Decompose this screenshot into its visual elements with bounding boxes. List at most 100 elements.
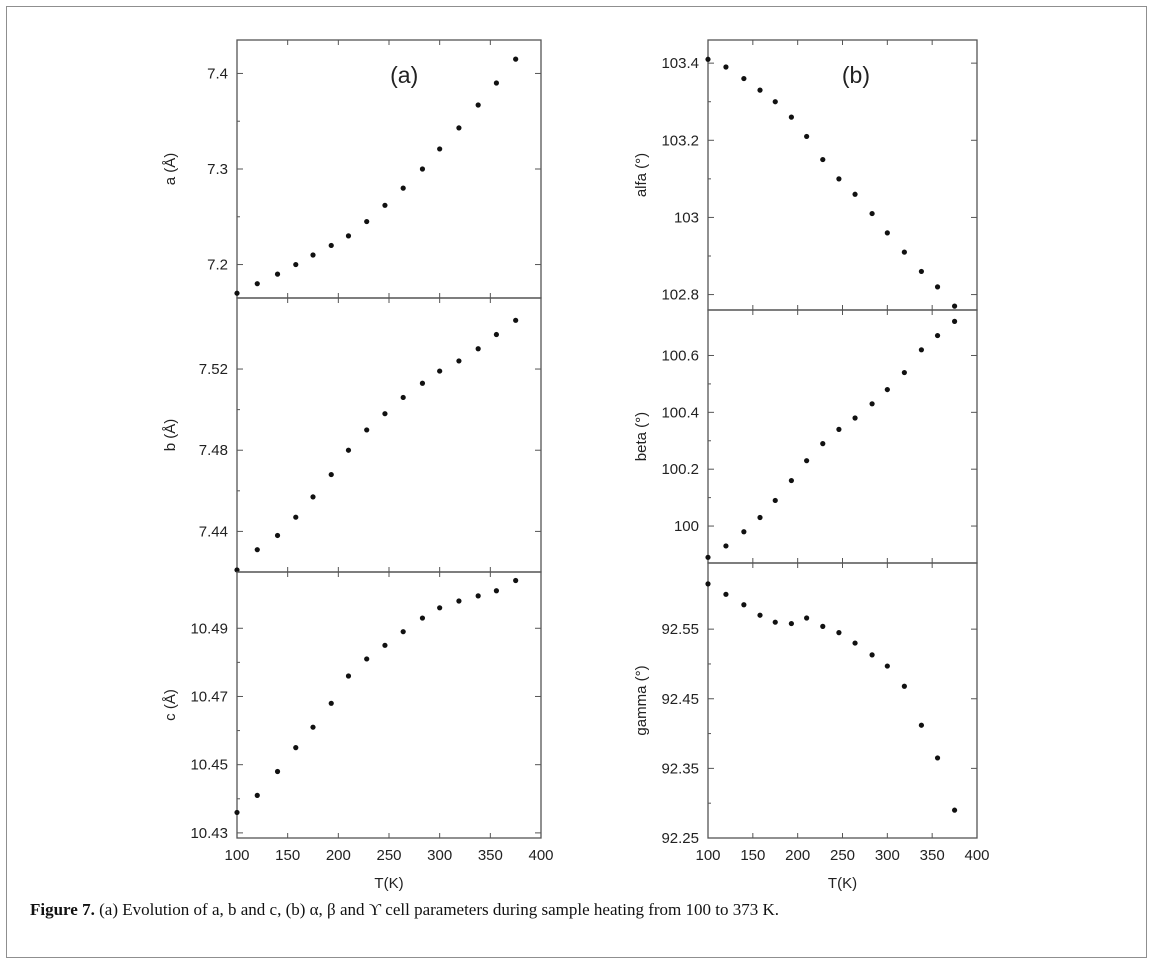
data-point-c [456,598,462,604]
data-point-alfa [869,210,875,217]
data-point-b-left [328,471,334,478]
data-point-b-left [475,346,481,352]
data-point-a [364,218,370,225]
data-point-alfa [820,156,826,163]
data-point-c [274,768,281,775]
data-point-c [513,577,519,584]
figure-caption: Figure 7. (a) Evolution of a, b and c, (… [30,900,1120,920]
xtick-label-gamma: 300 [875,847,900,864]
data-point-gamma [951,807,958,813]
plot-frame-c [236,571,542,839]
data-point-b-left [310,494,316,500]
data-point-a [382,202,388,208]
xtick-label-c: 350 [478,847,503,864]
data-point-b-left [513,317,519,323]
xtick-label-gamma: 150 [740,847,765,864]
xtick-label-gamma: 200 [785,847,810,864]
ytick-label-b-left: 7.52 [199,361,228,378]
xlabel-gamma: T(K) [828,875,857,892]
data-point-b-left [456,358,462,364]
data-point-b-left [419,380,426,386]
ytick-label-c: 10.49 [190,620,228,637]
ytick-label-b-left: 7.44 [199,523,228,540]
data-point-b-left [274,532,281,539]
data-point-c [328,700,334,706]
data-point-beta [804,458,810,464]
data-point-alfa [804,133,810,140]
data-point-alfa [934,284,941,290]
data-point-gamma [852,640,858,646]
data-point-alfa [918,268,925,275]
data-point-b-left [437,368,443,374]
data-point-c [493,588,500,594]
caption-text: (a) Evolution of a, b and c, (b) α, β an… [99,900,780,919]
data-point-a [475,102,481,108]
data-point-a [456,125,462,131]
xtick-label-gamma: 350 [920,847,945,864]
data-point-alfa [741,75,747,82]
data-point-a [437,146,443,152]
data-point-beta [820,441,826,447]
data-point-gamma [705,581,711,587]
data-point-b-left [293,514,299,520]
data-point-gamma [869,652,875,658]
data-point-gamma [918,722,925,728]
data-point-c [419,615,426,621]
data-point-beta [884,386,890,393]
data-point-beta [951,318,958,324]
data-point-a [254,281,260,287]
xtick-label-c: 200 [326,847,351,864]
data-point-alfa [852,191,858,197]
xtick-label-gamma: 100 [695,847,720,864]
ylabel-a: a (Å) [162,153,179,186]
data-point-beta [901,369,907,376]
figure-frame [6,6,1147,958]
xlabel-c: T(K) [374,875,403,892]
data-point-a [513,56,519,62]
data-point-alfa [705,56,711,62]
data-point-c [310,724,316,730]
data-point-gamma [741,602,747,608]
data-point-beta [852,415,858,421]
data-point-beta [836,426,842,432]
xtick-label-gamma: 400 [964,847,989,864]
ytick-label-a: 7.4 [207,65,228,82]
data-point-beta [788,477,794,484]
data-point-a [345,233,352,239]
data-point-b-left [254,547,260,553]
ytick-label-alfa: 103 [674,209,699,226]
data-point-gamma [788,620,794,627]
ytick-label-beta: 100.6 [661,347,699,364]
data-point-beta [741,529,747,535]
plot-frame-b-left [236,297,542,573]
data-point-a [400,185,406,191]
xtick-label-c: 250 [376,847,401,864]
xtick-label-c: 100 [224,847,249,864]
data-point-alfa [901,249,907,255]
data-point-gamma [884,663,890,669]
data-point-gamma [836,630,842,636]
data-point-c [345,673,352,679]
data-point-a [419,166,426,172]
ytick-label-beta: 100.2 [661,461,699,478]
data-point-b-left [345,447,352,453]
data-point-beta [772,497,778,504]
data-point-alfa [788,114,794,120]
ytick-label-c: 10.43 [190,825,228,842]
xtick-label-c: 150 [275,847,300,864]
data-point-a [293,261,299,268]
data-point-b-left [493,331,500,338]
data-point-gamma [934,755,941,761]
data-point-a [274,271,281,277]
data-point-gamma [820,623,826,629]
ytick-label-alfa: 102.8 [661,287,699,304]
data-point-gamma [901,683,907,689]
data-point-c [364,656,370,662]
data-point-a [310,252,316,258]
data-point-b-left [400,394,406,401]
panel-label-alfa: (b) [842,62,870,88]
ylabel-b-left: b (Å) [162,419,179,452]
ytick-label-a: 7.3 [207,161,228,178]
ytick-label-c: 10.45 [190,757,228,774]
data-point-c [475,593,481,599]
